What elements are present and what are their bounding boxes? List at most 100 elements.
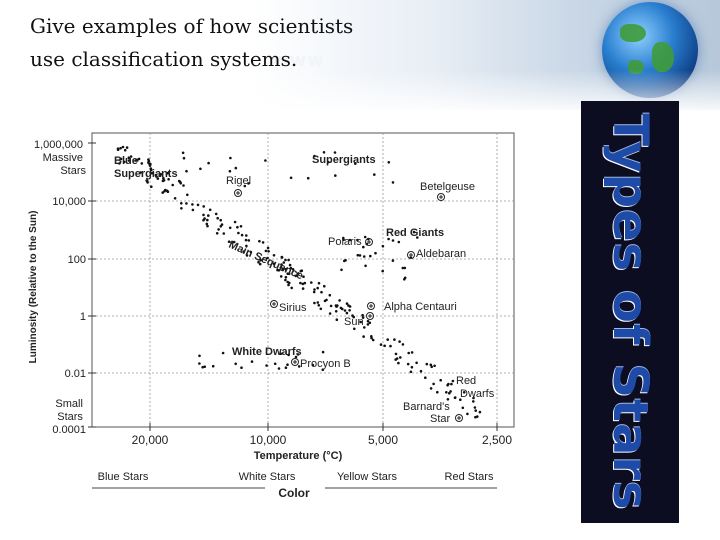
star-point	[368, 321, 372, 325]
slide-title: Give examples of how scientists use clas…	[30, 14, 354, 71]
star-point	[322, 151, 326, 154]
star-point	[121, 145, 125, 149]
star-point	[339, 306, 343, 310]
star-point	[215, 232, 219, 235]
label-procyon-b: Procyon B	[300, 358, 351, 370]
star-point	[217, 228, 220, 231]
star-point	[364, 264, 367, 268]
star-point	[459, 398, 462, 402]
star-point	[328, 312, 332, 315]
star-point	[165, 189, 169, 193]
star-point	[387, 237, 390, 241]
x-axis-label: Temperature (°C)	[254, 450, 343, 462]
star-point	[345, 302, 349, 305]
star-point	[373, 173, 376, 176]
star-point	[222, 232, 226, 235]
star-point	[249, 250, 253, 254]
star-point	[343, 309, 347, 312]
star-point	[361, 316, 365, 319]
star-point	[202, 213, 205, 217]
star-point	[302, 275, 305, 279]
star-point	[312, 290, 316, 294]
star-point	[397, 240, 401, 244]
star-point	[316, 286, 320, 290]
star-point	[394, 352, 398, 356]
star-point	[284, 267, 288, 271]
star-point	[451, 379, 455, 383]
star-point	[359, 320, 363, 324]
star-point	[317, 281, 321, 285]
star-point	[277, 367, 281, 370]
star-point	[340, 268, 343, 272]
star-point	[250, 360, 254, 363]
label-rigel: Rigel	[226, 175, 251, 187]
star-point	[313, 301, 316, 305]
star-point	[313, 154, 316, 158]
color-axis-label: Color	[278, 486, 310, 500]
star-point	[155, 175, 158, 178]
star-point	[118, 162, 121, 165]
star-point	[206, 218, 209, 222]
color-red-stars: Red Stars	[445, 471, 494, 483]
star-point	[279, 275, 283, 278]
star-point	[329, 304, 333, 308]
y-axis-label: Luminosity (Relative to the Sun)	[28, 211, 39, 364]
star-point	[242, 250, 245, 253]
star-point	[399, 356, 402, 359]
star-point	[294, 274, 298, 278]
star-point	[394, 358, 398, 361]
star-point	[334, 174, 337, 177]
star-point	[356, 253, 360, 257]
star-point	[356, 238, 359, 242]
star-point	[205, 222, 209, 226]
marker-aldebaran	[407, 251, 415, 259]
star-point	[296, 273, 299, 276]
star-point	[316, 301, 320, 304]
y-tick-100: 100	[68, 254, 86, 266]
star-point	[279, 266, 283, 269]
star-point	[436, 390, 439, 394]
star-point	[266, 246, 270, 250]
x-tick-5000: 5,000	[368, 433, 398, 447]
star-point	[181, 151, 185, 155]
star-point	[156, 177, 160, 180]
star-point	[145, 179, 148, 182]
star-point	[245, 244, 248, 248]
star-point	[119, 157, 123, 161]
star-point	[379, 343, 383, 346]
star-point	[361, 313, 364, 317]
star-point	[288, 263, 292, 267]
star-point	[273, 362, 277, 366]
star-point	[258, 239, 261, 243]
star-point	[424, 376, 427, 380]
star-point	[333, 151, 337, 154]
star-point	[243, 184, 247, 188]
star-point	[203, 365, 206, 369]
color-blue-stars: Blue Stars	[98, 471, 149, 483]
star-point	[291, 268, 295, 271]
star-point	[201, 365, 204, 369]
grid-lines	[92, 133, 514, 427]
star-point	[352, 315, 356, 319]
y-tick-labels: 1,000,000 Massive Stars 10,000 100 1 0.0…	[34, 139, 86, 436]
marker-barnards-star	[455, 414, 463, 422]
star-point	[299, 269, 303, 273]
star-point	[362, 255, 366, 258]
star-point	[476, 415, 479, 418]
star-point	[446, 398, 450, 401]
star-point	[289, 266, 293, 270]
star-point	[466, 412, 469, 416]
star-point	[370, 336, 373, 340]
star-point	[415, 361, 418, 365]
star-point	[180, 207, 183, 210]
star-point	[296, 353, 300, 356]
star-point	[462, 391, 466, 394]
star-point	[232, 240, 236, 244]
star-point	[301, 282, 305, 286]
y-tick-0-0001: Small Stars 0.0001	[52, 398, 86, 436]
star-point	[416, 236, 419, 239]
x-tick-2500: 2,500	[482, 433, 512, 447]
star-point	[403, 266, 407, 270]
star-point	[429, 363, 433, 367]
star-point	[289, 176, 293, 180]
